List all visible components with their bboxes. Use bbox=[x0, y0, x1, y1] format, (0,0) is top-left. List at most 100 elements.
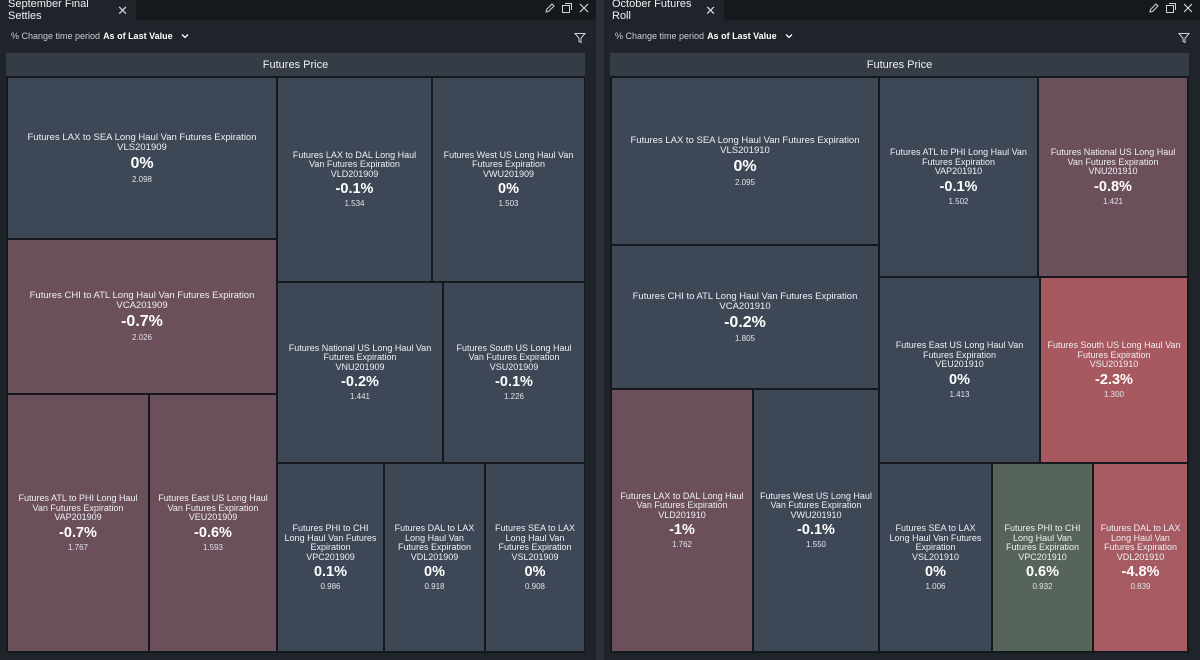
tile-name: Futures SEA to LAX Long Haul Van Futures… bbox=[889, 523, 982, 552]
tile-percent-change: 0% bbox=[925, 564, 946, 580]
tile-price: 1.502 bbox=[948, 196, 969, 206]
tile-percent-change: -0.1% bbox=[495, 374, 533, 391]
tile-percent-change: 0% bbox=[424, 564, 445, 580]
period-label: % Change time period bbox=[11, 31, 101, 41]
tile-code: VLS201910 bbox=[720, 144, 770, 156]
tile-percent-change: 0% bbox=[130, 154, 154, 172]
filter-icon[interactable] bbox=[1178, 32, 1190, 44]
tile-percent-change: -0.8% bbox=[1094, 178, 1132, 195]
tile-name: Futures ATL to PHI Long Haul Van Futures… bbox=[890, 147, 1027, 167]
period-label: % Change time period bbox=[615, 31, 705, 41]
tile-name: Futures CHI to ATL Long Haul Van Futures… bbox=[632, 290, 858, 302]
tile-percent-change: -2.3% bbox=[1095, 371, 1133, 388]
treemap-tile-vwu201910[interactable]: Futures West US Long Haul Van Futures Ex… bbox=[754, 390, 878, 651]
treemap: Futures Price Futures LAX to SEA Long Ha… bbox=[610, 53, 1189, 653]
close-icon[interactable] bbox=[1182, 2, 1194, 14]
treemap-tile-vca201909[interactable]: Futures CHI to ATL Long Haul Van Futures… bbox=[8, 240, 276, 393]
tile-price: 0.932 bbox=[1032, 582, 1053, 591]
treemap-tile-vnu201910[interactable]: Futures National US Long Haul Van Future… bbox=[1039, 78, 1187, 276]
tile-name: Futures PHI to CHI Long Haul Van Futures… bbox=[284, 523, 377, 552]
tile-code: VSL201910 bbox=[911, 551, 960, 562]
period-value: As of Last Value bbox=[707, 31, 777, 41]
tab-october-futures-roll[interactable]: October Futures Roll ✕ bbox=[604, 0, 724, 22]
close-icon[interactable] bbox=[578, 2, 590, 14]
tile-code: VWU201910 bbox=[790, 509, 842, 520]
tile-percent-change: 0% bbox=[524, 564, 546, 580]
treemap-tile-veu201909[interactable]: Futures East US Long Haul Van Futures Ex… bbox=[150, 395, 276, 651]
period-value: As of Last Value bbox=[103, 31, 173, 41]
tile-percent-change: -4.8% bbox=[1121, 564, 1160, 580]
treemap-tile-vld201910[interactable]: Futures LAX to DAL Long Haul Van Futures… bbox=[612, 390, 752, 651]
tab-title: September Final Settles bbox=[8, 0, 89, 22]
panel-october: October Futures Roll ✕ % Change time per… bbox=[604, 0, 1200, 660]
treemap-tile-vpc201909[interactable]: Futures PHI to CHI Long Haul Van Futures… bbox=[278, 464, 383, 651]
treemap-tile-vwu201909[interactable]: Futures West US Long Haul Van Futures Ex… bbox=[433, 78, 584, 281]
toolbar: % Change time period As of Last Value bbox=[0, 20, 596, 52]
treemap-tile-veu201910[interactable]: Futures East US Long Haul Van Futures Ex… bbox=[880, 278, 1039, 462]
tile-code: VDL201910 bbox=[1116, 551, 1165, 562]
tile-price: 2.026 bbox=[131, 333, 153, 342]
period-dropdown[interactable]: % Change time period As of Last Value bbox=[615, 31, 794, 41]
tile-name: Futures SEA to LAX Long Haul Van Futures… bbox=[494, 523, 576, 552]
close-tab-icon[interactable]: ✕ bbox=[705, 2, 716, 18]
period-dropdown[interactable]: % Change time period As of Last Value bbox=[11, 31, 190, 41]
treemap-tile-vap201909[interactable]: Futures ATL to PHI Long Haul Van Futures… bbox=[8, 395, 148, 651]
tile-price: 1.593 bbox=[202, 542, 224, 552]
treemap-tile-vsl201910[interactable]: Futures SEA to LAX Long Haul Van Futures… bbox=[880, 464, 991, 651]
tile-price: 1.767 bbox=[67, 542, 89, 552]
tile-name: Futures South US Long Haul Van Futures E… bbox=[1047, 340, 1181, 360]
treemap-tile-vld201909[interactable]: Futures LAX to DAL Long Haul Van Futures… bbox=[278, 78, 431, 281]
treemap-tile-vdl201910[interactable]: Futures DAL to LAX Long Haul Van Futures… bbox=[1094, 464, 1187, 651]
tile-price: 1.550 bbox=[805, 540, 827, 550]
treemap-tile-vsu201910[interactable]: Futures South US Long Haul Van Futures E… bbox=[1041, 278, 1187, 462]
tile-percent-change: -0.7% bbox=[59, 524, 97, 541]
popout-icon[interactable] bbox=[1165, 2, 1177, 14]
tile-percent-change: -0.7% bbox=[121, 313, 163, 330]
tile-code: VCA201909 bbox=[116, 300, 168, 311]
tile-code: VLD201910 bbox=[658, 509, 706, 520]
treemap-tile-vap201910[interactable]: Futures ATL to PHI Long Haul Van Futures… bbox=[880, 78, 1037, 276]
edit-icon[interactable] bbox=[544, 2, 556, 14]
tile-name: Futures PHI to CHI Long Haul Van Futures… bbox=[1004, 523, 1081, 552]
treemap-tile-vls201909[interactable]: Futures LAX to SEA Long Haul Van Futures… bbox=[8, 78, 276, 238]
treemap-title: Futures Price bbox=[6, 53, 585, 76]
treemap-tile-vpc201910[interactable]: Futures PHI to CHI Long Haul Van Futures… bbox=[993, 464, 1092, 651]
tile-percent-change: -0.1% bbox=[335, 181, 374, 198]
toolbar: % Change time period As of Last Value bbox=[604, 20, 1200, 52]
chevron-down-icon bbox=[785, 34, 793, 39]
treemap-tile-vca201910[interactable]: Futures CHI to ATL Long Haul Van Futures… bbox=[612, 246, 878, 388]
edit-icon[interactable] bbox=[1148, 2, 1160, 14]
tile-percent-change: 0% bbox=[733, 157, 757, 175]
tile-name: Futures LAX to SEA Long Haul Van Futures… bbox=[630, 134, 860, 146]
tile-code: VPC201910 bbox=[1018, 551, 1067, 562]
tile-name: Futures South US Long Haul Van Futures E… bbox=[456, 342, 572, 363]
tile-price: 1.006 bbox=[925, 582, 946, 591]
tile-name: Futures ATL to PHI Long Haul Van Futures… bbox=[18, 493, 138, 513]
close-tab-icon[interactable]: ✕ bbox=[117, 2, 128, 18]
treemap-tile-vsl201909[interactable]: Futures SEA to LAX Long Haul Van Futures… bbox=[486, 464, 584, 651]
treemap-tile-vnu201909[interactable]: Futures National US Long Haul Van Future… bbox=[278, 283, 442, 462]
popout-icon[interactable] bbox=[561, 2, 573, 14]
tile-price: 2.095 bbox=[734, 177, 756, 187]
tile-code: VDL201909 bbox=[410, 551, 459, 562]
chevron-down-icon bbox=[181, 34, 189, 39]
tile-name: Futures West US Long Haul Van Futures Ex… bbox=[443, 149, 574, 170]
panel-tools bbox=[1148, 2, 1194, 14]
treemap-tile-vsu201909[interactable]: Futures South US Long Haul Van Futures E… bbox=[444, 283, 584, 462]
tile-name: Futures LAX to DAL Long Haul Van Futures… bbox=[620, 490, 744, 511]
tile-price: 0.918 bbox=[424, 582, 445, 591]
tile-code: VSL201909 bbox=[511, 551, 559, 562]
treemap-tile-vls201910[interactable]: Futures LAX to SEA Long Haul Van Futures… bbox=[612, 78, 878, 244]
treemap-tile-vdl201909[interactable]: Futures DAL to LAX Long Haul Van Futures… bbox=[385, 464, 484, 651]
tile-percent-change: -0.1% bbox=[797, 522, 835, 539]
panel-splitter[interactable] bbox=[596, 0, 604, 660]
tile-price: 1.441 bbox=[349, 392, 371, 402]
tile-name: Futures East US Long Haul Van Futures Ex… bbox=[158, 493, 268, 513]
tile-code: VNU201910 bbox=[1088, 166, 1138, 177]
tab-september-final-settles[interactable]: September Final Settles ✕ bbox=[0, 0, 136, 22]
filter-icon[interactable] bbox=[574, 32, 586, 44]
tile-price: 1.413 bbox=[949, 389, 970, 399]
tab-bar: September Final Settles ✕ bbox=[0, 0, 596, 22]
tab-title: October Futures Roll bbox=[612, 0, 692, 22]
